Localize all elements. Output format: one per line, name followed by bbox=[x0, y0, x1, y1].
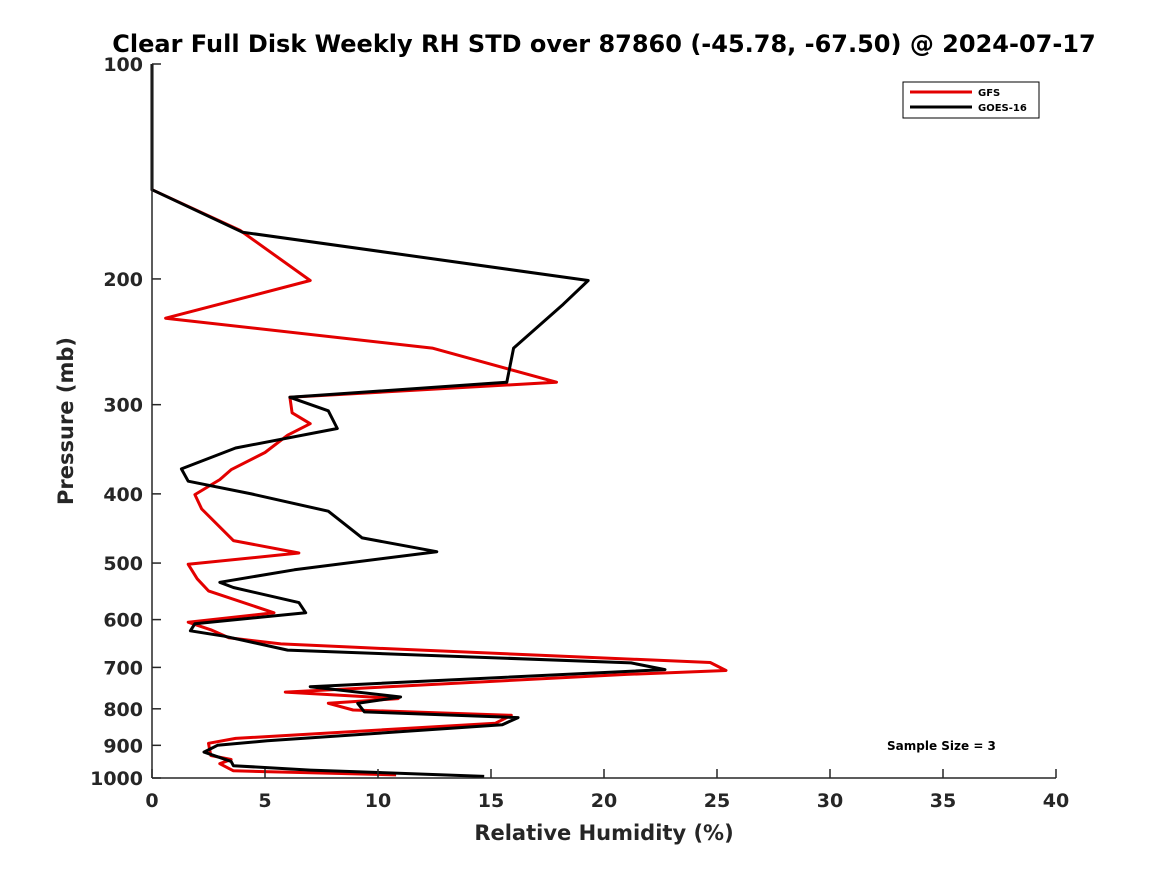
legend-label-gfs: GFS bbox=[978, 88, 1000, 99]
y-tick-label: 900 bbox=[103, 735, 143, 757]
series-line-gfs bbox=[150, 64, 728, 777]
x-tick-label: 35 bbox=[930, 790, 956, 812]
legend-box bbox=[902, 81, 1040, 119]
legend-label-goes-16: GOES-16 bbox=[978, 103, 1027, 114]
plot-area bbox=[150, 64, 728, 778]
legend: GFS GOES-16 bbox=[902, 81, 1040, 119]
y-tick-label: 600 bbox=[103, 610, 143, 632]
x-tick-label: 25 bbox=[704, 790, 730, 812]
y-tick-label: 1000 bbox=[90, 768, 143, 790]
sample-size-annotation: Sample Size = 3 bbox=[887, 739, 996, 753]
y-tick-label: 700 bbox=[103, 657, 143, 679]
y-tick-label: 300 bbox=[103, 395, 143, 417]
axes: 0 5 10 15 20 25 30 35 40 100 200 300 400 500 600 700 800… bbox=[90, 54, 1069, 812]
y-tick-label: 800 bbox=[103, 699, 143, 721]
y-axis-label: Pressure (mb) bbox=[54, 337, 78, 505]
y-tick-label: 400 bbox=[103, 484, 143, 506]
y-tick-label: 200 bbox=[103, 269, 143, 291]
y-tick-label: 500 bbox=[103, 553, 143, 575]
x-axis-label: Relative Humidity (%) bbox=[474, 821, 733, 845]
x-tick-label: 40 bbox=[1043, 790, 1069, 812]
series-line-goes-16 bbox=[150, 64, 667, 778]
x-tick-label: 0 bbox=[145, 790, 158, 812]
chart-title: Clear Full Disk Weekly RH STD over 87860… bbox=[112, 30, 1095, 58]
x-tick-label: 30 bbox=[817, 790, 843, 812]
y-tick-label: 100 bbox=[103, 54, 143, 76]
x-tick-label: 5 bbox=[258, 790, 271, 812]
x-tick-label: 20 bbox=[591, 790, 617, 812]
x-tick-label: 15 bbox=[478, 790, 504, 812]
x-tick-label: 10 bbox=[365, 790, 391, 812]
